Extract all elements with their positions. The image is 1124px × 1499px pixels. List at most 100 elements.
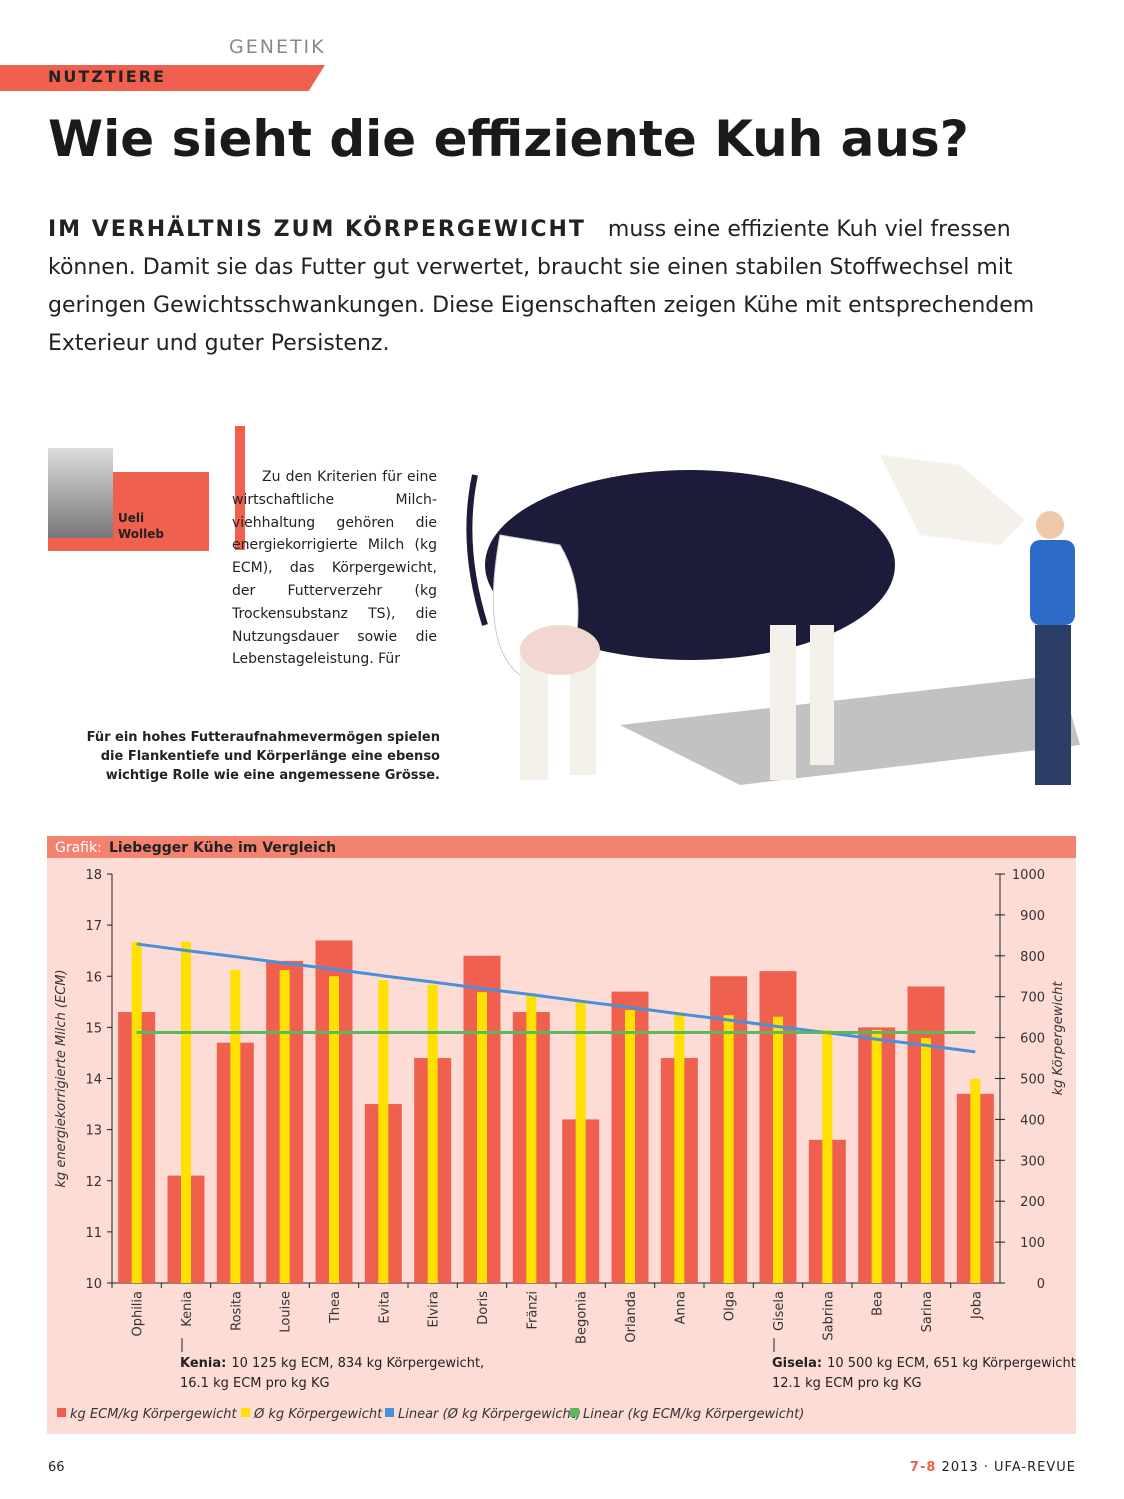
legend-label: Linear (kg ECM/kg Körpergewicht) <box>583 1407 804 1422</box>
author-first: Ueli <box>118 511 145 525</box>
boy-jacket <box>1030 540 1075 625</box>
x-tick-label: Olga <box>723 1291 738 1321</box>
legend-swatch <box>241 1408 250 1417</box>
y-tick-label: 14 <box>85 1073 102 1088</box>
y2-tick-label: 900 <box>1020 909 1045 924</box>
cow-tail <box>466 474 488 626</box>
annotation-name: Kenia: <box>180 1356 226 1371</box>
x-tick-label: Ophilia <box>131 1291 146 1337</box>
bar <box>181 941 191 1283</box>
cow-body <box>485 470 895 660</box>
publication: 2013 · UFA-REVUE <box>941 1460 1076 1475</box>
boy-head <box>1036 511 1064 539</box>
y-tick-label: 15 <box>85 1021 102 1036</box>
section: GENETIK <box>229 36 326 58</box>
x-tick-label: Fränzi <box>525 1291 540 1330</box>
x-tick-label: Sarina <box>920 1291 935 1332</box>
x-tick-label: Joba <box>969 1291 984 1320</box>
author-photo <box>48 448 113 538</box>
annotation-line: 16.1 kg ECM pro kg KG <box>180 1376 330 1391</box>
category-band <box>0 65 325 91</box>
y-tick-label: 13 <box>85 1124 102 1139</box>
legend-swatch <box>570 1408 579 1417</box>
legend-label: Linear (Ø kg Körpergewicht) <box>398 1407 581 1422</box>
y-tick-label: 12 <box>85 1175 102 1190</box>
y-tick-label: 11 <box>85 1226 102 1241</box>
annotation-line: 10 125 kg ECM, 834 kg Körpergewicht, <box>231 1356 484 1371</box>
chart-label: Grafik: <box>55 840 102 856</box>
bar <box>674 1012 685 1283</box>
x-tick-label: Sabrina <box>821 1291 836 1341</box>
y-axis-label: kg energiekorrigierte Milch (ECM) <box>54 969 69 1187</box>
y2-axis-label: kg Körpergewicht <box>1051 981 1066 1096</box>
bar <box>773 1016 783 1283</box>
x-tick-label: Anna <box>673 1291 688 1324</box>
cow-udder <box>520 625 600 675</box>
x-tick-label: Begonia <box>575 1291 590 1344</box>
cow-leg <box>770 625 796 780</box>
lead-intro: IM VERHÄLTNIS ZUM KÖRPERGEWICHT <box>48 217 586 242</box>
author-last: Wolleb <box>118 527 165 541</box>
author: Ueli Wolleb <box>118 510 164 542</box>
bar <box>871 1029 882 1283</box>
bar <box>378 980 389 1283</box>
x-tick-label: Elvira <box>427 1291 442 1327</box>
boy-trousers <box>1035 625 1071 785</box>
legend-swatch <box>57 1408 66 1417</box>
chart-title: Liebegger Kühe im Vergleich <box>109 840 336 856</box>
y2-tick-label: 800 <box>1020 950 1045 965</box>
bar <box>230 970 241 1283</box>
x-tick-label: Kenia <box>180 1291 195 1327</box>
bar <box>575 1002 586 1283</box>
annotation-line: 10 500 kg ECM, 651 kg Körpergewicht, <box>827 1356 1076 1371</box>
cow-leg <box>810 625 834 765</box>
y-tick-label: 18 <box>85 868 102 883</box>
bar <box>625 1010 635 1283</box>
headline: Wie sieht die effiziente Kuh aus? <box>48 110 969 168</box>
bar <box>279 970 290 1283</box>
x-tick-label: Gisela <box>772 1291 787 1331</box>
chart-header <box>47 836 1076 858</box>
y2-tick-label: 200 <box>1020 1195 1045 1210</box>
x-tick-label: Bea <box>871 1291 886 1316</box>
footer: 7-8 2013 · UFA-REVUE <box>910 1460 1076 1475</box>
y2-tick-label: 0 <box>1037 1277 1045 1292</box>
lead: IM VERHÄLTNIS ZUM KÖRPERGEWICHT muss eine… <box>48 211 1068 363</box>
bar <box>822 1029 833 1283</box>
bar <box>427 984 438 1283</box>
y-tick-label: 10 <box>85 1277 102 1292</box>
bar <box>131 941 142 1283</box>
bar <box>723 1015 734 1283</box>
bar <box>477 992 487 1283</box>
y2-tick-label: 500 <box>1020 1073 1045 1088</box>
body-text: Zu den Kriterien für eine wirtschaftlich… <box>232 469 437 668</box>
annotation-line: 12.1 kg ECM pro kg KG <box>772 1376 922 1391</box>
bar <box>526 993 537 1283</box>
y2-tick-label: 100 <box>1020 1236 1045 1251</box>
x-tick-label: Orlanda <box>624 1291 639 1343</box>
issue: 7-8 <box>909 1460 937 1475</box>
category: NUTZTIERE <box>48 67 166 86</box>
y2-tick-label: 300 <box>1020 1154 1045 1169</box>
cow-photo <box>466 455 1080 785</box>
caption: Für ein hohes Futteraufnahmevermögen spi… <box>86 730 440 783</box>
legend-label: Ø kg Körpergewicht <box>253 1407 383 1422</box>
shadow <box>620 675 1080 785</box>
y2-tick-label: 700 <box>1020 991 1045 1006</box>
bar <box>329 976 339 1283</box>
x-tick-label: Louise <box>279 1291 294 1333</box>
lead-text: muss eine effiziente Kuh viel fressen kö… <box>48 217 1035 356</box>
cow-head <box>880 455 1025 545</box>
bar <box>970 1078 981 1283</box>
initial-bar <box>235 426 245 550</box>
y-tick-label: 16 <box>85 970 102 985</box>
chart: Grafik: Liebegger Kühe im Vergleich 10 11… <box>47 836 1076 1434</box>
y2-tick-label: 600 <box>1020 1032 1045 1047</box>
legend-label: kg ECM/kg Körpergewicht <box>70 1407 238 1422</box>
page-number: 66 <box>48 1460 65 1475</box>
annotation-name: Gisela: <box>772 1356 822 1371</box>
bar <box>921 1038 931 1283</box>
x-tick-label: Rosita <box>229 1291 244 1331</box>
y2-tick-label: 400 <box>1020 1113 1045 1128</box>
